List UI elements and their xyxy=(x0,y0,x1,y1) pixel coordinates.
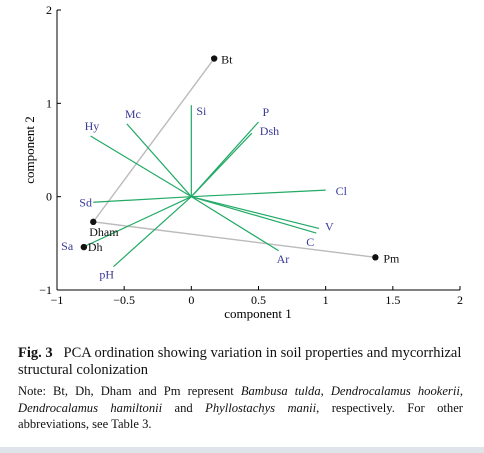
caption-title: Fig. 3 PCA ordination showing variation … xyxy=(18,345,463,379)
connection-dham-bt xyxy=(92,58,215,223)
vector-v xyxy=(191,196,320,229)
vector-ph xyxy=(113,196,192,268)
figure-caption: Fig. 3 PCA ordination showing variation … xyxy=(18,345,463,433)
point-pm xyxy=(372,254,379,261)
y-tick-label: 0 xyxy=(46,190,52,204)
x-tick-label: −1 xyxy=(51,293,64,307)
caption-label: Fig. 3 xyxy=(18,345,53,361)
y-tick-label: −1 xyxy=(39,283,52,297)
connection-dham-pm xyxy=(93,221,376,259)
plant-connections xyxy=(92,58,376,259)
vector-label-c: C xyxy=(306,235,314,249)
point-bt xyxy=(210,55,218,62)
x-tick-label: 1.5 xyxy=(385,293,400,307)
vector-label-cl: Cl xyxy=(336,184,348,198)
point-dh xyxy=(80,243,88,251)
vector-label-sa: Sa xyxy=(61,239,74,253)
vector-label-ph: pH xyxy=(99,268,114,282)
point-label-dh: Dh xyxy=(88,240,103,254)
caption-text: PCA ordination showing variation in soil… xyxy=(18,345,462,378)
point-dham xyxy=(90,218,97,226)
vector-cl xyxy=(191,189,326,198)
vector-label-hy: Hy xyxy=(85,119,100,133)
vector-sd xyxy=(93,196,192,203)
x-tick-label: −0.5 xyxy=(113,293,135,307)
species-phyllostachys-manii: Phyllostachys manii xyxy=(205,400,317,415)
vector-hy xyxy=(90,135,192,198)
note-sep-3: and xyxy=(162,400,206,415)
vector-ar xyxy=(191,196,279,252)
point-label-bt: Bt xyxy=(221,53,233,67)
vector-label-p: P xyxy=(263,105,270,119)
species-dendrocalamus-hookerii: Dendrocalamus hookerii xyxy=(330,384,460,398)
vector-label-v: V xyxy=(325,219,334,233)
note-prefix: Note: Bt, Dh, Dham and Pm represent xyxy=(18,384,241,398)
x-tick-label: 0 xyxy=(188,293,194,307)
note-sep-1: , xyxy=(320,384,331,398)
point-label-dham: Dham xyxy=(89,225,119,239)
axis-ticks: −1 −0.5 0 0.5 1 1.5 2 −1 0 1 2 xyxy=(39,3,463,307)
bottom-divider xyxy=(0,447,484,453)
vector-c xyxy=(191,196,317,234)
caption-note: Note: Bt, Dh, Dham and Pm represent Bamb… xyxy=(18,383,463,433)
vector-label-dsh: Dsh xyxy=(260,124,279,138)
vector-label-ar: Ar xyxy=(277,252,290,266)
vector-label-mc: Mc xyxy=(125,107,141,121)
x-tick-label: 2 xyxy=(457,293,463,307)
vector-sa xyxy=(80,196,192,249)
species-dendrocalamus-hamiltonii: Dendrocalamus hamiltonii xyxy=(18,400,163,415)
note-sep-2: , xyxy=(459,384,463,398)
vector-label-si: Si xyxy=(196,104,207,118)
vector-dsh xyxy=(190,132,253,198)
x-tick-label: 0.5 xyxy=(251,293,266,307)
x-axis-label: component 1 xyxy=(224,306,292,321)
species-bambusa-tulda: Bambusa tulda xyxy=(240,384,321,398)
vector-mc xyxy=(126,123,192,198)
point-label-pm: Pm xyxy=(383,251,400,265)
loading-vectors: Si Mc Hy P Dsh Cl VC Ar Sd Sa pH xyxy=(61,104,347,281)
x-tick-label: 1 xyxy=(323,293,329,307)
y-axis-label: component 2 xyxy=(22,116,37,184)
y-tick-label: 2 xyxy=(46,3,52,17)
note-suffix: , respectively. For other abbreviations,… xyxy=(18,400,464,432)
vector-label-sd: Sd xyxy=(79,195,92,209)
y-tick-label: 1 xyxy=(46,96,52,110)
axes xyxy=(56,10,460,291)
